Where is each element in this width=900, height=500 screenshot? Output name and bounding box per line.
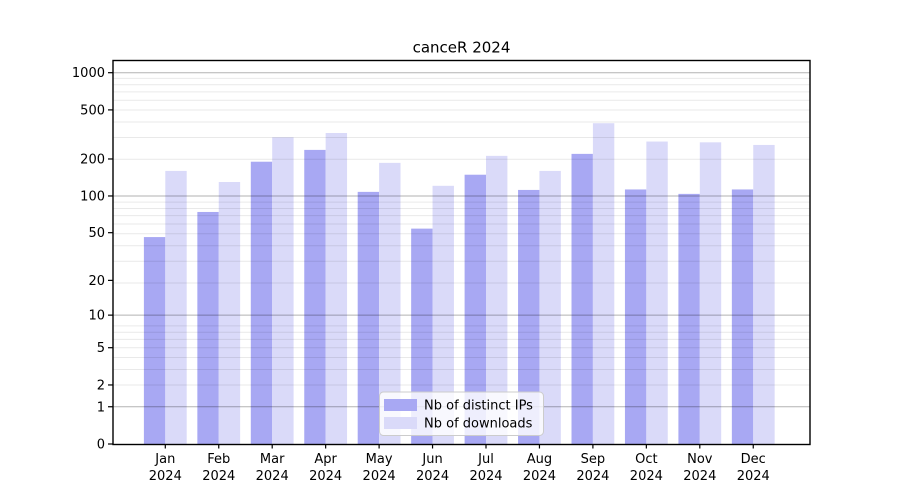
x-tick-label: Aug 2024 bbox=[523, 452, 556, 484]
x-tick-label: Mar 2024 bbox=[256, 452, 289, 484]
y-tick-label: 10 bbox=[88, 309, 105, 324]
gridlines-layer bbox=[113, 72, 810, 408]
bars-layer bbox=[143, 123, 775, 445]
x-tick-label: Jul 2024 bbox=[469, 452, 502, 484]
x-tick-label: Oct 2024 bbox=[630, 452, 663, 484]
chart-title: canceR 2024 bbox=[413, 39, 511, 57]
x-tick-label: May 2024 bbox=[363, 452, 396, 484]
bar-nb-of-distinct-ips-sep-2024 bbox=[571, 153, 593, 444]
legend-swatch-nb-of-distinct-ips bbox=[384, 399, 417, 411]
y-tick-labels: 0 1 2 5 10 20 50 100 200 500 1000 bbox=[72, 66, 105, 452]
bar-nb-of-distinct-ips-jun-2024 bbox=[411, 228, 433, 444]
bar-nb-of-downloads-aug-2024 bbox=[539, 170, 561, 444]
y-tick-label: 20 bbox=[88, 274, 105, 289]
x-tick-label: Feb 2024 bbox=[202, 452, 235, 484]
x-tick-labels: Jan 2024 Feb 2024 Mar 2024 Apr 2024 May 2024 Jun 20… bbox=[149, 452, 770, 484]
x-tick-label: Jun 2024 bbox=[416, 452, 449, 484]
bar-nb-of-downloads-jul-2024 bbox=[486, 155, 508, 445]
legend-box bbox=[379, 391, 544, 436]
legend-label-nb-of-distinct-ips: Nb of distinct IPs bbox=[424, 399, 533, 414]
plot-frame bbox=[112, 59, 811, 446]
y-tick-label: 2 bbox=[97, 378, 105, 393]
bar-nb-of-distinct-ips-may-2024 bbox=[357, 191, 380, 444]
x-tick-label: Apr 2024 bbox=[309, 452, 342, 484]
y-tick-label: 5 bbox=[97, 341, 105, 356]
bar-nb-of-downloads-sep-2024 bbox=[592, 123, 615, 444]
y-tick-label: 0 bbox=[97, 438, 105, 453]
y-tick-label: 100 bbox=[80, 189, 105, 204]
legend-label-nb-of-downloads: Nb of downloads bbox=[424, 417, 533, 432]
x-tick-label: Jan 2024 bbox=[149, 452, 182, 484]
bar-nb-of-downloads-jan-2024 bbox=[165, 170, 187, 444]
bar-nb-of-downloads-mar-2024 bbox=[272, 137, 294, 444]
bar-nb-of-distinct-ips-mar-2024 bbox=[250, 161, 273, 444]
y-tick-label: 200 bbox=[80, 152, 105, 167]
legend-swatch-nb-of-downloads bbox=[384, 417, 417, 429]
bar-nb-of-distinct-ips-aug-2024 bbox=[518, 189, 540, 444]
bar-nb-of-downloads-may-2024 bbox=[379, 162, 401, 445]
bar-nb-of-distinct-ips-oct-2024 bbox=[624, 189, 647, 444]
y-tick-label: 500 bbox=[80, 103, 105, 118]
x-tick-label: Nov 2024 bbox=[683, 452, 716, 484]
y-tick-label: 1000 bbox=[72, 66, 105, 81]
axis-ticks-layer bbox=[108, 72, 754, 449]
x-tick-label: Sep 2024 bbox=[576, 452, 609, 484]
legend: Nb of distinct IPs Nb of downloads bbox=[379, 391, 544, 436]
bar-nb-of-downloads-dec-2024 bbox=[753, 144, 775, 444]
y-tick-label: 1 bbox=[97, 400, 105, 415]
bar-nb-of-distinct-ips-jul-2024 bbox=[464, 174, 486, 444]
bar-nb-of-downloads-apr-2024 bbox=[325, 132, 348, 445]
bar-nb-of-distinct-ips-dec-2024 bbox=[731, 189, 754, 444]
bar-nb-of-distinct-ips-jan-2024 bbox=[143, 237, 166, 444]
x-tick-label: Dec 2024 bbox=[737, 452, 770, 484]
bar-nb-of-downloads-jun-2024 bbox=[432, 185, 454, 444]
bar-nb-of-downloads-oct-2024 bbox=[646, 141, 668, 445]
bar-nb-of-distinct-ips-nov-2024 bbox=[678, 193, 700, 444]
y-tick-label: 50 bbox=[88, 226, 105, 241]
bar-nb-of-distinct-ips-feb-2024 bbox=[197, 211, 219, 444]
bar-nb-of-distinct-ips-apr-2024 bbox=[304, 149, 326, 444]
bar-nb-of-downloads-feb-2024 bbox=[218, 181, 241, 445]
bar-nb-of-downloads-nov-2024 bbox=[699, 142, 722, 444]
